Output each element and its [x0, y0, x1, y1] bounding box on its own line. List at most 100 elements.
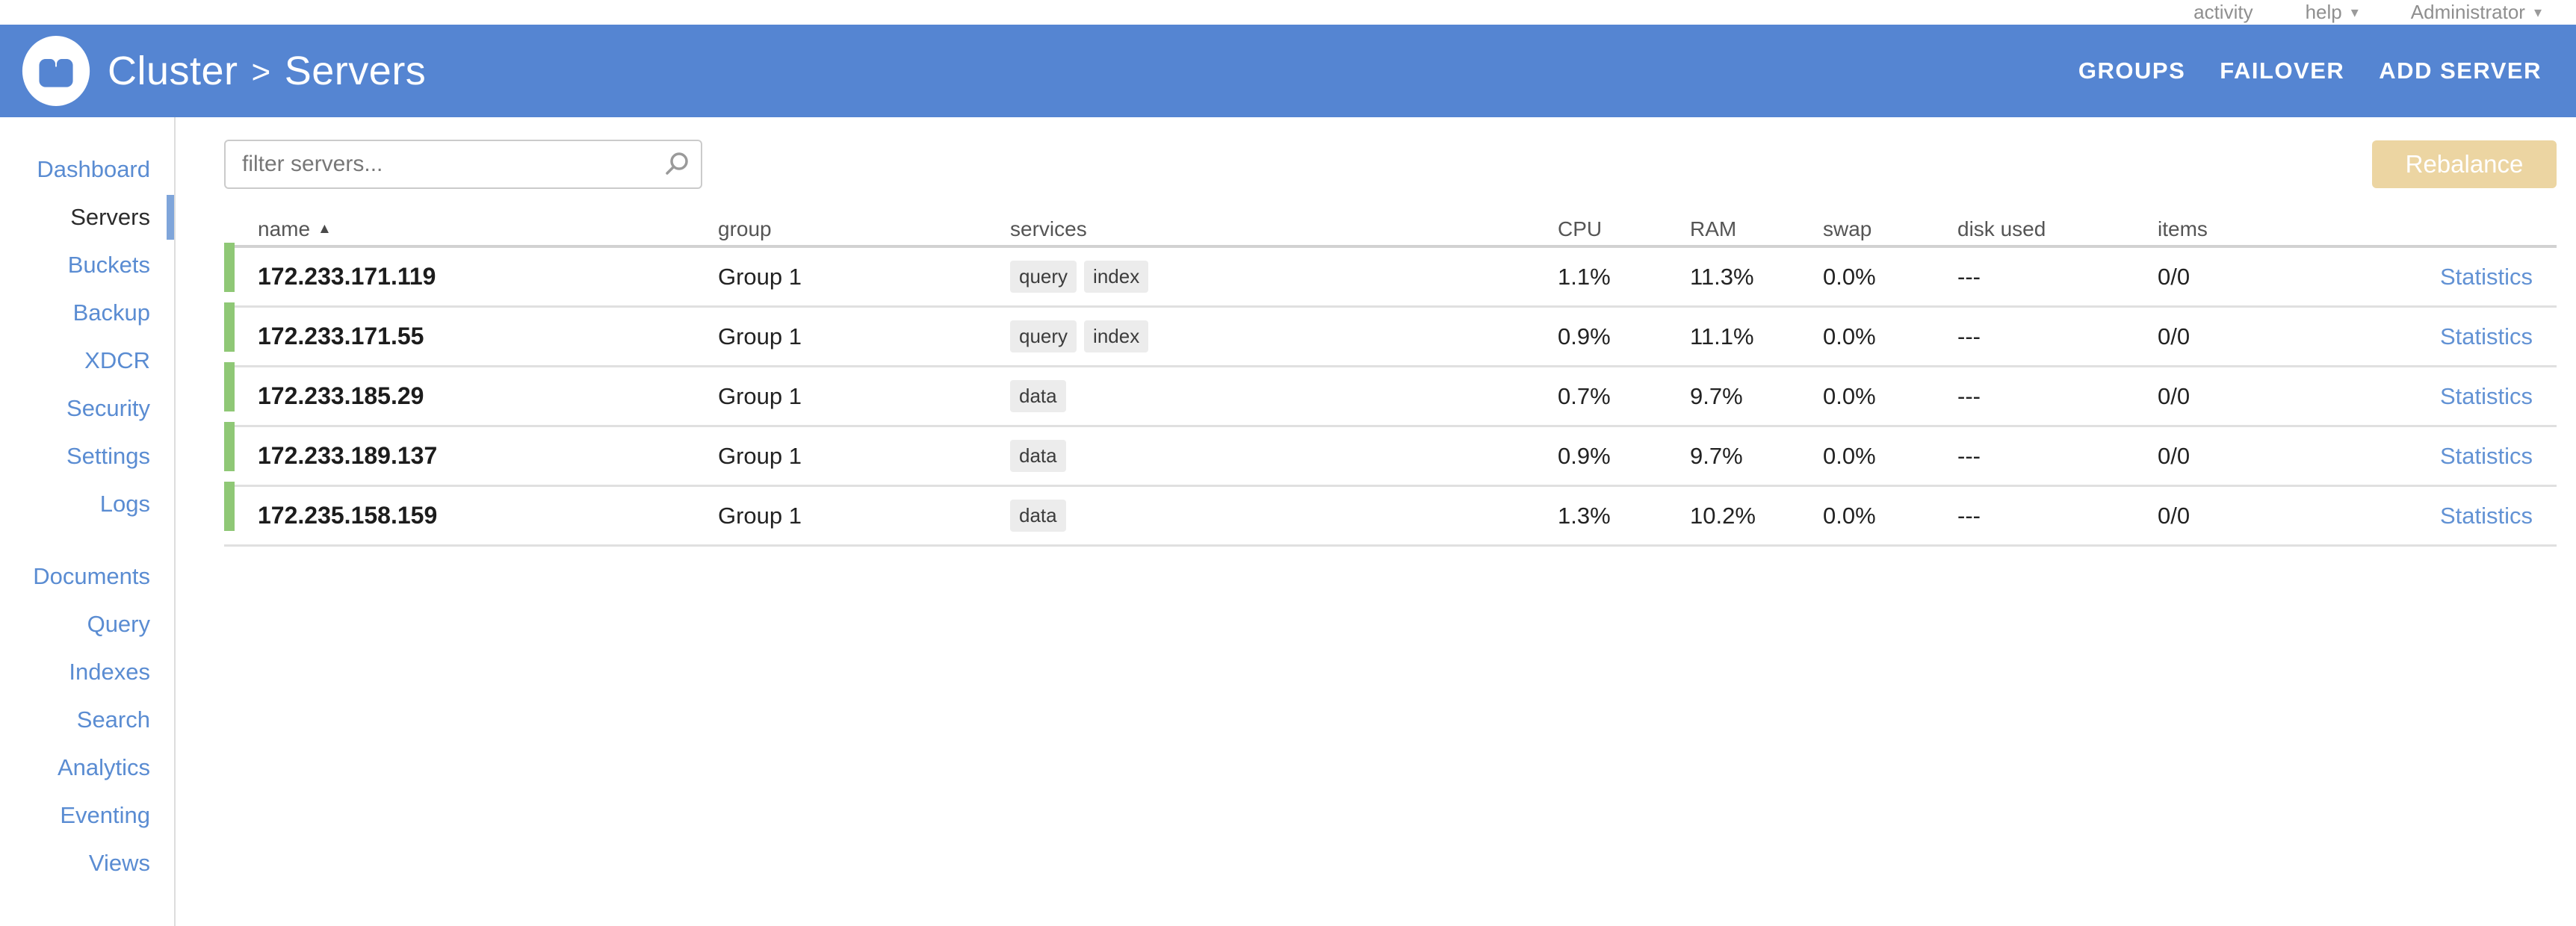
statistics-link[interactable]: Statistics	[2439, 382, 2533, 409]
table-row: 172.233.189.137 Group 1 data 0.9% 9.7% 0…	[224, 422, 2557, 487]
disk-used-value: ---	[1957, 442, 1981, 469]
active-indicator	[167, 195, 174, 240]
column-header-ram[interactable]: RAM	[1690, 217, 1737, 240]
ram-value: 11.3%	[1690, 263, 1754, 290]
sidebar-item-xdcr[interactable]: XDCR	[84, 347, 150, 373]
service-badge: data	[1010, 500, 1066, 532]
server-name[interactable]: 172.233.185.29	[258, 382, 424, 409]
table-row: 172.235.158.159 Group 1 data 1.3% 10.2% …	[224, 482, 2557, 547]
chevron-down-icon: ▾	[2533, 4, 2542, 21]
user-menu[interactable]: Administrator ▾	[2411, 1, 2542, 24]
table-row: 172.233.185.29 Group 1 data 0.7% 9.7% 0.…	[224, 362, 2557, 427]
column-header-disk-used[interactable]: disk used	[1957, 217, 2046, 240]
server-name[interactable]: 172.233.171.55	[258, 323, 424, 349]
service-badge: index	[1084, 320, 1149, 352]
column-header-items[interactable]: items	[2158, 217, 2208, 240]
server-name-cell: 172.233.171.55	[224, 302, 718, 352]
breadcrumb-servers: Servers	[284, 49, 427, 93]
table-row: 172.233.171.55 Group 1 query index 0.9% 1…	[224, 302, 2557, 367]
server-name[interactable]: 172.233.171.119	[258, 263, 436, 290]
column-header-services[interactable]: services	[1010, 217, 1087, 240]
disk-used-value: ---	[1957, 323, 1981, 349]
items-value: 0/0	[2158, 323, 2190, 349]
sidebar-item-indexes[interactable]: Indexes	[69, 659, 150, 685]
ram-value: 10.2%	[1690, 502, 1756, 529]
column-header-swap[interactable]: swap	[1823, 217, 1872, 240]
health-status-bar	[224, 422, 235, 471]
statistics-link[interactable]: Statistics	[2439, 263, 2533, 290]
column-header-name[interactable]: name ▲	[224, 217, 718, 241]
add-server-button[interactable]: ADD SERVER	[2379, 58, 2542, 84]
sidebar-item-dashboard[interactable]: Dashboard	[37, 156, 150, 182]
items-value: 0/0	[2158, 263, 2190, 290]
server-services: query index	[1010, 320, 1558, 352]
help-menu[interactable]: help ▾	[2306, 1, 2359, 24]
sidebar-item-servers[interactable]: Servers	[0, 193, 174, 241]
service-badge: query	[1010, 261, 1077, 293]
server-group: Group 1	[718, 502, 802, 529]
server-name[interactable]: 172.233.189.137	[258, 442, 438, 469]
sidebar-item-search[interactable]: Search	[76, 706, 150, 733]
rebalance-button[interactable]: Rebalance	[2372, 140, 2557, 188]
column-header-group[interactable]: group	[718, 217, 772, 240]
sidebar-item-analytics[interactable]: Analytics	[57, 754, 150, 780]
groups-button[interactable]: GROUPS	[2078, 58, 2186, 84]
sidebar-item-documents[interactable]: Documents	[33, 563, 150, 589]
activity-link[interactable]: activity	[2193, 1, 2253, 23]
disk-used-value: ---	[1957, 263, 1981, 290]
service-badge: index	[1084, 261, 1149, 293]
server-name[interactable]: 172.235.158.159	[258, 502, 438, 529]
health-status-bar	[224, 243, 235, 292]
sidebar-item-security[interactable]: Security	[66, 395, 150, 421]
sidebar-item-label: Servers	[70, 204, 150, 230]
items-value: 0/0	[2158, 442, 2190, 469]
statistics-link[interactable]: Statistics	[2439, 502, 2533, 529]
service-badge: data	[1010, 380, 1066, 412]
column-header-cpu[interactable]: CPU	[1558, 217, 1603, 240]
health-status-bar	[224, 482, 235, 531]
sidebar-item-settings[interactable]: Settings	[66, 443, 150, 469]
filter-servers-input[interactable]	[224, 140, 702, 189]
sidebar-item-buckets[interactable]: Buckets	[67, 252, 150, 278]
statistics-link[interactable]: Statistics	[2439, 323, 2533, 349]
sort-ascending-icon: ▲	[318, 220, 332, 237]
cpu-value: 0.9%	[1558, 442, 1611, 469]
sidebar-item-backup[interactable]: Backup	[72, 299, 150, 326]
sidebar-group-workbench: Documents Query Indexes Search Analytics…	[0, 553, 174, 887]
servers-table: name ▲ group services CPU RAM swap disk …	[224, 213, 2557, 547]
app-header: Cluster > Servers GROUPS FAILOVER ADD SE…	[0, 25, 2576, 117]
swap-value: 0.0%	[1823, 442, 1876, 469]
column-label: name	[258, 217, 311, 240]
server-name-cell: 172.233.171.119	[224, 243, 718, 292]
server-name-cell: 172.233.185.29	[224, 362, 718, 411]
server-group: Group 1	[718, 382, 802, 409]
couchbase-logo-icon	[21, 35, 91, 107]
server-services: data	[1010, 380, 1558, 412]
table-header-row: name ▲ group services CPU RAM swap disk …	[224, 213, 2557, 248]
items-value: 0/0	[2158, 382, 2190, 409]
sidebar: Dashboard Servers Buckets Backup XDCR Se…	[0, 117, 176, 926]
statistics-link[interactable]: Statistics	[2439, 442, 2533, 469]
sidebar-item-query[interactable]: Query	[87, 611, 150, 637]
swap-value: 0.0%	[1823, 263, 1876, 290]
server-group: Group 1	[718, 442, 802, 469]
sidebar-item-views[interactable]: Views	[88, 850, 150, 876]
sidebar-item-logs[interactable]: Logs	[99, 491, 150, 517]
swap-value: 0.0%	[1823, 382, 1876, 409]
failover-button[interactable]: FAILOVER	[2220, 58, 2345, 84]
server-services: query index	[1010, 261, 1558, 293]
health-status-bar	[224, 362, 235, 411]
sidebar-group-cluster: Dashboard Servers Buckets Backup XDCR Se…	[0, 146, 174, 528]
service-badge: data	[1010, 440, 1066, 472]
disk-used-value: ---	[1957, 382, 1981, 409]
search-icon	[666, 152, 688, 175]
filter-wrap	[224, 140, 702, 189]
chevron-down-icon: ▾	[2350, 4, 2359, 21]
sidebar-item-eventing[interactable]: Eventing	[60, 802, 150, 828]
cpu-value: 1.1%	[1558, 263, 1611, 290]
cpu-value: 0.9%	[1558, 323, 1611, 349]
server-group: Group 1	[718, 263, 802, 290]
main-content: Rebalance name ▲ group services CPU RAM …	[177, 117, 2576, 926]
user-label: Administrator	[2410, 1, 2525, 23]
cpu-value: 0.7%	[1558, 382, 1611, 409]
